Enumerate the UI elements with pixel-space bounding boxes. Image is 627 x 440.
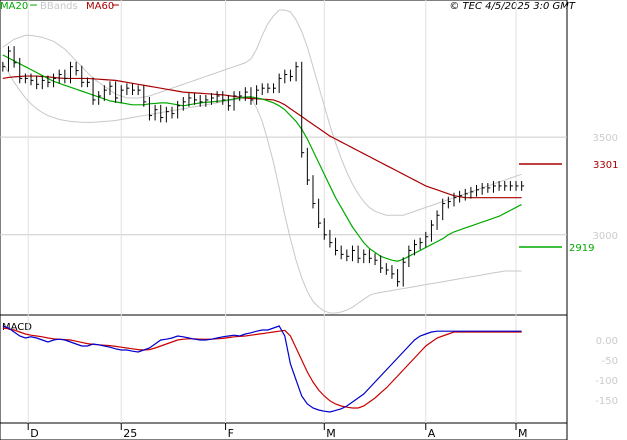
ma20-last-value: 2919 xyxy=(569,243,594,254)
ma60-last-value: 3301 xyxy=(593,160,618,171)
x-tick-label: D xyxy=(30,427,38,440)
x-tick-label: A xyxy=(428,427,436,440)
price-layer xyxy=(2,9,525,314)
bband-lower-line xyxy=(2,62,522,314)
price-y-tick-label: 3000 xyxy=(593,231,618,242)
axis-layer: 3000 3500 0.00 -50 -100 -150 D 25 F M A M xyxy=(27,133,618,440)
legend-bbands: BBands xyxy=(40,1,78,12)
copyright-text: © TEC 4/5/2025 3:0 GMT xyxy=(449,1,576,12)
macd-y-tick-label: -50 xyxy=(602,356,618,367)
chart-frame xyxy=(0,0,568,440)
x-tick-label: M xyxy=(518,427,528,440)
macd-label: MACD xyxy=(2,322,32,333)
bband-upper-line xyxy=(2,9,522,216)
macd-layer xyxy=(2,325,522,413)
macd-y-tick-label: -150 xyxy=(595,396,618,407)
x-tick-label: 25 xyxy=(123,427,137,440)
grid-layer xyxy=(0,0,567,423)
macd-signal-line xyxy=(2,327,522,409)
x-tick-label: F xyxy=(228,427,234,440)
macd-y-tick-label: -100 xyxy=(595,376,618,387)
x-tick-label: M xyxy=(326,427,336,440)
macd-y-tick-label: 0.00 xyxy=(596,336,618,347)
price-y-tick-label: 3500 xyxy=(593,133,618,144)
legend-ma60: MA60 xyxy=(86,1,114,12)
macd-line xyxy=(2,325,522,413)
ma20-line xyxy=(2,54,522,262)
legend-ma20: MA20 xyxy=(0,1,28,12)
